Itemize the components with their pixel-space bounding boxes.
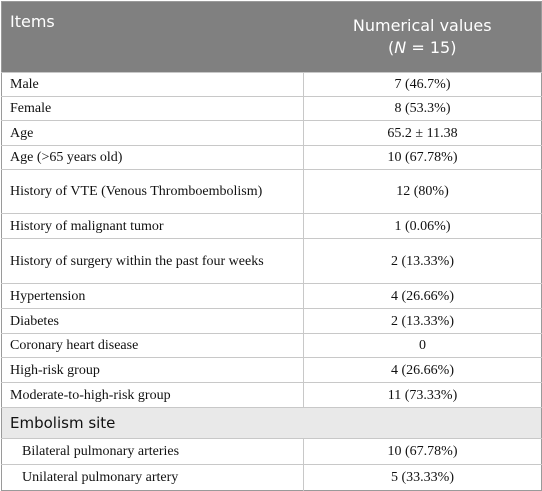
table-cell: 2 (13.33%) [303, 238, 542, 284]
table-cell: Hypertension [1, 283, 304, 309]
table-cell: History of VTE (Venous Thromboembolism) [1, 169, 304, 214]
table-cell: 2 (13.33%) [303, 308, 542, 334]
table-row: Age (>65 years old) 10 (67.78%) [1, 145, 542, 170]
table-row: Diabetes 2 (13.33%) [1, 308, 542, 334]
table-cell: 5 (33.33%) [303, 464, 542, 491]
table-row: Hypertension 4 (26.66%) [1, 283, 542, 309]
table-cell: Male [1, 72, 304, 97]
table-cell: Age (>65 years old) [1, 145, 304, 170]
header-row: Items Numerical values (N = 15) [1, 1, 542, 73]
table-cell: Coronary heart disease [1, 333, 304, 358]
table-cell: 1 (0.06%) [303, 213, 542, 239]
table-row: Bilateral pulmonary arteries 10 (67.78%) [1, 438, 542, 465]
header-cell: Numerical values (N = 15) [303, 1, 542, 73]
section-title: Embolism site [1, 407, 542, 439]
table-row: Moderate-to-high-risk group 11 (73.33%) [1, 382, 542, 408]
table-cell: Bilateral pulmonary arteries [1, 438, 304, 465]
table-cell: Moderate-to-high-risk group [1, 382, 304, 408]
table-cell: 10 (67.78%) [303, 145, 542, 170]
table-cell: 8 (53.3%) [303, 96, 542, 121]
table-cell: 65.2 ± 11.38 [303, 120, 542, 146]
table-cell: Female [1, 96, 304, 121]
section-row: Embolism site [1, 407, 542, 439]
header-text: = 15) [406, 38, 457, 57]
table-cell: Diabetes [1, 308, 304, 334]
table-body: Male 7 (46.7%) Female 8 (53.3%) Age 65.2 ± 11… [1, 72, 542, 491]
table-row: Male 7 (46.7%) [1, 72, 542, 97]
table-row: History of malignant tumor 1 (0.06%) [1, 213, 542, 239]
table-cell: History of malignant tumor [1, 213, 304, 239]
table-row: High-risk group 4 (26.66%) [1, 357, 542, 383]
table-row: Unilateral pulmonary artery 5 (33.33%) [1, 464, 542, 491]
table-row: Coronary heart disease 0 [1, 333, 542, 358]
table-cell: 11 (73.33%) [303, 382, 542, 408]
table-cell: 10 (67.78%) [303, 438, 542, 465]
table-cell: 12 (80%) [303, 169, 542, 214]
table-row: Female 8 (53.3%) [1, 96, 542, 121]
table-cell: 4 (26.66%) [303, 357, 542, 383]
header-text: ( [388, 38, 395, 57]
table-cell: High-risk group [1, 357, 304, 383]
table-row: Age 65.2 ± 11.38 [1, 120, 542, 146]
table-cell: Unilateral pulmonary artery [1, 464, 304, 491]
table-row: History of surgery within the past four … [1, 238, 542, 284]
header-cell: Items [1, 1, 304, 73]
header-text: Numerical values [352, 16, 492, 35]
table-cell: 7 (46.7%) [303, 72, 542, 97]
table-cell: 4 (26.66%) [303, 283, 542, 309]
table-cell: 0 [303, 333, 542, 358]
table-row: History of VTE (Venous Thromboembolism) 1… [1, 169, 542, 214]
table-cell: History of surgery within the past four … [1, 238, 304, 284]
header-text: N [394, 38, 407, 57]
table-cell: Age [1, 120, 304, 146]
